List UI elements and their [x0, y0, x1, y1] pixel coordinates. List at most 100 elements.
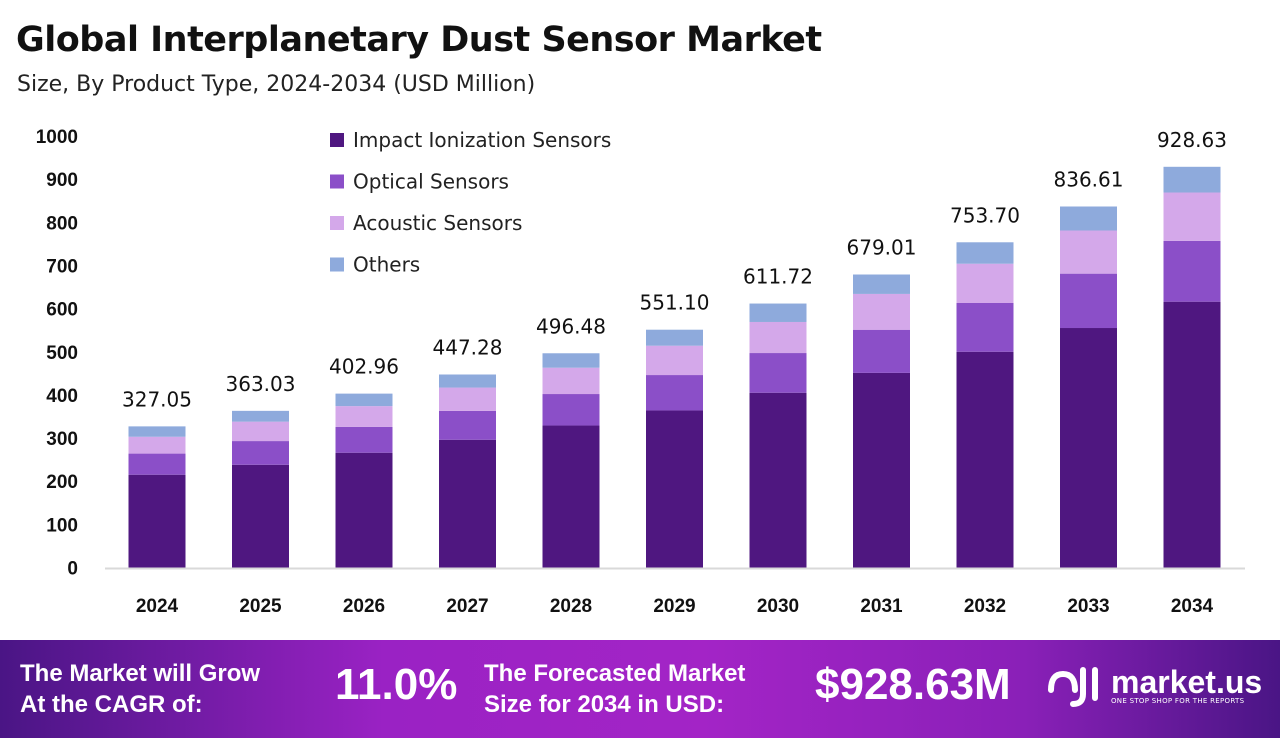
- cagr-label: The Market will Grow At the CAGR of:: [20, 658, 260, 720]
- x-tick-label: 2032: [964, 596, 1006, 617]
- x-tick-label: 2028: [550, 596, 592, 617]
- bar-segment-optical-sensors: [1060, 273, 1117, 329]
- bar-segment-others: [646, 329, 703, 346]
- bar-segment-impact-ionization-sensors: [128, 474, 186, 568]
- y-tick-label: 800: [46, 213, 78, 234]
- brand-tagline: ONE STOP SHOP FOR THE REPORTS: [1111, 697, 1245, 705]
- bar-segment-acoustic-sensors: [1163, 192, 1221, 241]
- x-tick-label: 2025: [239, 596, 282, 617]
- total-data-label: 679.01: [847, 236, 917, 260]
- bar-segment-impact-ionization-sensors: [956, 351, 1014, 568]
- bar-segment-acoustic-sensors: [335, 406, 393, 427]
- forecast-label-line2: Size for 2034 in USD:: [484, 691, 725, 718]
- x-tick-label: 2024: [136, 596, 179, 617]
- bar-segment-impact-ionization-sensors: [749, 392, 807, 568]
- bar-segment-optical-sensors: [335, 426, 393, 453]
- total-data-label: 551.10: [640, 291, 710, 315]
- footer-banner: The Market will Grow At the CAGR of: 11.0…: [0, 640, 1280, 738]
- chart-title: Global Interplanetary Dust Sensor Market: [16, 20, 822, 60]
- bar-segment-acoustic-sensors: [853, 293, 910, 330]
- y-tick-label: 1000: [36, 127, 78, 148]
- stacked-bar-chart: 0 100 200 300 400 500 600 700 800 900 1000 327.05 20…: [36, 127, 1245, 617]
- total-data-label: 447.28: [433, 335, 503, 359]
- total-data-label: 611.72: [743, 265, 813, 289]
- forecast-label-line1: The Forecasted Market: [484, 660, 746, 687]
- bar-segment-impact-ionization-sensors: [439, 439, 496, 568]
- y-tick-label: 500: [46, 343, 78, 364]
- cagr-value: 11.0%: [335, 660, 458, 709]
- legend-swatch: [330, 257, 344, 272]
- bar-segment-others: [232, 410, 289, 422]
- bar-segment-impact-ionization-sensors: [1163, 301, 1221, 568]
- legend-label: Others: [353, 253, 420, 277]
- bar-segment-others: [439, 374, 496, 388]
- cagr-label-line2: At the CAGR of:: [20, 691, 203, 718]
- y-tick-label: 0: [67, 559, 78, 580]
- bar-segment-optical-sensors: [853, 329, 910, 373]
- bar-segment-optical-sensors: [749, 353, 807, 393]
- bar-segment-acoustic-sensors: [956, 263, 1014, 303]
- bar-segment-acoustic-sensors: [232, 421, 289, 442]
- bar-segment-optical-sensors: [439, 410, 496, 440]
- y-tick-label: 700: [46, 256, 78, 277]
- y-tick-label: 300: [46, 429, 78, 450]
- brand-name: market.us: [1111, 664, 1263, 700]
- x-tick-label: 2034: [1171, 596, 1214, 617]
- bar-segment-acoustic-sensors: [749, 321, 807, 354]
- bar-segment-impact-ionization-sensors: [853, 372, 910, 568]
- bar-segment-acoustic-sensors: [646, 345, 703, 376]
- bar-segment-impact-ionization-sensors: [232, 464, 289, 568]
- bar-segment-acoustic-sensors: [542, 367, 600, 395]
- y-tick-label: 400: [46, 386, 78, 407]
- bar-segment-optical-sensors: [232, 441, 289, 465]
- x-tick-label: 2026: [343, 596, 385, 617]
- total-data-label: 928.63: [1157, 128, 1227, 152]
- bar-segment-others: [853, 274, 910, 294]
- bar-segment-optical-sensors: [128, 453, 186, 475]
- y-tick-label: 100: [46, 515, 78, 536]
- bar-segment-others: [128, 426, 186, 437]
- bar-segment-optical-sensors: [542, 394, 600, 426]
- y-tick-label: 200: [46, 472, 78, 493]
- total-data-label: 753.70: [950, 203, 1020, 227]
- bar-segment-acoustic-sensors: [439, 387, 496, 411]
- bar-segment-optical-sensors: [1163, 240, 1221, 302]
- bar-segment-others: [335, 393, 393, 407]
- chart-subtitle: Size, By Product Type, 2024-2034 (USD Mi…: [17, 72, 536, 97]
- x-tick-label: 2031: [860, 596, 903, 617]
- bar-segment-others: [1060, 206, 1117, 231]
- x-tick-label: 2029: [653, 596, 695, 617]
- brand-logo: market.us ONE STOP SHOP FOR THE REPORTS: [1045, 664, 1262, 708]
- cagr-label-line1: The Market will Grow: [20, 660, 261, 687]
- bar-segment-impact-ionization-sensors: [1060, 328, 1117, 568]
- bar-segment-others: [956, 242, 1014, 264]
- bar-segment-others: [749, 303, 807, 322]
- bar-segment-acoustic-sensors: [128, 436, 186, 454]
- total-data-label: 836.61: [1054, 168, 1124, 192]
- total-data-label: 402.96: [329, 355, 399, 379]
- legend-swatch: [330, 216, 344, 230]
- x-tick-label: 2027: [446, 596, 488, 617]
- market-us-logo-icon: [1048, 667, 1098, 707]
- total-data-label: 363.03: [226, 372, 296, 396]
- legend-label: Impact Ionization Sensors: [353, 128, 611, 152]
- bar-segment-impact-ionization-sensors: [542, 425, 600, 568]
- total-data-label: 496.48: [536, 314, 606, 338]
- total-data-label: 327.05: [122, 387, 192, 411]
- bar-segment-others: [542, 353, 600, 368]
- forecast-value: $928.63M: [815, 660, 1011, 709]
- x-tick-label: 2030: [757, 596, 799, 617]
- bar-segment-acoustic-sensors: [1060, 230, 1117, 274]
- bar-segment-others: [1163, 166, 1221, 193]
- bar-segment-impact-ionization-sensors: [335, 452, 393, 568]
- bar-segment-optical-sensors: [646, 375, 703, 411]
- bar-segment-optical-sensors: [956, 302, 1014, 352]
- x-tick-label: 2033: [1067, 596, 1109, 617]
- legend-label: Optical Sensors: [353, 170, 509, 194]
- legend-swatch: [330, 174, 344, 189]
- bar-segment-impact-ionization-sensors: [646, 410, 703, 568]
- legend-swatch: [330, 133, 344, 147]
- y-tick-label: 900: [46, 170, 78, 191]
- forecast-label: The Forecasted Market Size for 2034 in US…: [484, 658, 745, 720]
- legend-label: Acoustic Sensors: [353, 211, 522, 235]
